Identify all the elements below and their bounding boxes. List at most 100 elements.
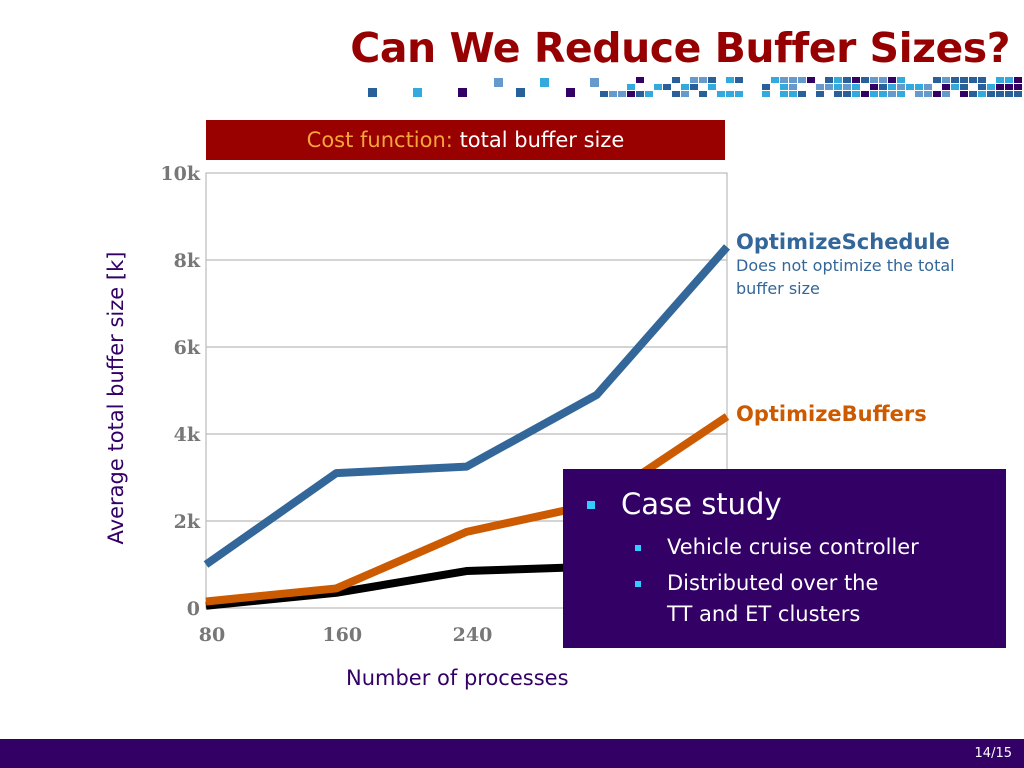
y-tick-label: 2k xyxy=(174,511,201,533)
deco-square xyxy=(870,84,878,90)
deco-square xyxy=(780,84,788,90)
case-item-1: Vehicle cruise controller xyxy=(667,535,919,559)
x-tick-label: 80 xyxy=(199,624,225,646)
deco-square xyxy=(1014,77,1022,83)
deco-square xyxy=(771,77,779,83)
deco-square xyxy=(933,77,941,83)
case-study-box: Case study Vehicle cruise controller Dis… xyxy=(563,469,1006,648)
x-axis-label: Number of processes xyxy=(346,666,569,690)
deco-square xyxy=(540,78,549,87)
deco-square xyxy=(590,78,599,87)
deco-square xyxy=(924,91,932,97)
deco-square xyxy=(825,77,833,83)
deco-square xyxy=(969,77,977,83)
deco-square xyxy=(1014,91,1022,97)
optimize-schedule-name: OptimizeSchedule xyxy=(736,230,950,254)
deco-square xyxy=(897,91,905,97)
deco-square xyxy=(834,84,842,90)
deco-square xyxy=(789,77,797,83)
deco-square xyxy=(566,88,575,97)
deco-square xyxy=(708,77,716,83)
x-tick-label: 160 xyxy=(322,624,362,646)
deco-square xyxy=(618,91,626,97)
deco-square xyxy=(789,84,797,90)
deco-square xyxy=(969,91,977,97)
deco-square xyxy=(807,77,815,83)
deco-square xyxy=(600,91,608,97)
deco-square xyxy=(627,91,635,97)
deco-square xyxy=(951,84,959,90)
deco-square xyxy=(960,91,968,97)
y-tick-label: 6k xyxy=(174,337,201,359)
deco-square xyxy=(780,77,788,83)
deco-square xyxy=(458,88,467,97)
case-study-heading: Case study xyxy=(621,487,782,521)
deco-square xyxy=(672,77,680,83)
deco-square xyxy=(636,77,644,83)
deco-square xyxy=(816,84,824,90)
deco-square xyxy=(762,91,770,97)
deco-square xyxy=(834,77,842,83)
y-tick-label: 10k xyxy=(160,163,200,185)
optimize-buffers-label: OptimizeBuffers xyxy=(736,402,927,426)
deco-square xyxy=(798,77,806,83)
deco-square xyxy=(996,91,1004,97)
deco-square xyxy=(708,84,716,90)
deco-square xyxy=(780,91,788,97)
banner-lead: Cost function: xyxy=(306,128,453,152)
deco-square xyxy=(942,77,950,83)
deco-square xyxy=(690,84,698,90)
deco-square xyxy=(825,84,833,90)
y-tick-label: 0 xyxy=(187,598,200,620)
deco-square xyxy=(735,77,743,83)
deco-square xyxy=(978,84,986,90)
deco-square xyxy=(636,91,644,97)
deco-square xyxy=(852,77,860,83)
deco-square xyxy=(834,91,842,97)
optimize-schedule-label: OptimizeSchedule Does not optimize the t… xyxy=(736,230,966,300)
deco-square xyxy=(654,84,662,90)
deco-square xyxy=(852,84,860,90)
deco-square xyxy=(690,77,698,83)
deco-square xyxy=(699,77,707,83)
bullet-square-icon xyxy=(635,581,641,587)
optimize-schedule-note: Does not optimize the total buffer size xyxy=(736,256,955,298)
plot-frame xyxy=(205,172,728,609)
deco-square xyxy=(645,91,653,97)
deco-square xyxy=(915,91,923,97)
deco-square xyxy=(942,84,950,90)
deco-square xyxy=(762,84,770,90)
deco-square xyxy=(861,77,869,83)
banner-text: total buffer size xyxy=(452,128,625,152)
deco-square xyxy=(717,91,725,97)
deco-square xyxy=(843,84,851,90)
deco-square xyxy=(789,91,797,97)
deco-square xyxy=(861,91,869,97)
deco-square xyxy=(960,84,968,90)
deco-square xyxy=(888,84,896,90)
deco-square xyxy=(681,91,689,97)
deco-square xyxy=(996,77,1004,83)
deco-square xyxy=(413,88,422,97)
deco-square xyxy=(627,84,635,90)
deco-square xyxy=(942,91,950,97)
deco-square xyxy=(843,77,851,83)
deco-square xyxy=(735,91,743,97)
slide-title: Can We Reduce Buffer Sizes? xyxy=(350,24,1010,72)
deco-square xyxy=(726,77,734,83)
deco-square xyxy=(798,91,806,97)
y-tick-label: 8k xyxy=(174,250,201,272)
deco-square xyxy=(1014,84,1022,90)
y-tick-label: 4k xyxy=(174,424,201,446)
deco-square xyxy=(987,91,995,97)
deco-square xyxy=(681,84,689,90)
x-tick-label: 240 xyxy=(453,624,493,646)
deco-square xyxy=(996,84,1004,90)
deco-square xyxy=(663,84,671,90)
deco-square xyxy=(852,91,860,97)
footer-bar: 14/15 xyxy=(0,739,1024,768)
deco-square xyxy=(609,91,617,97)
deco-square xyxy=(870,91,878,97)
cost-function-banner: Cost function: total buffer size xyxy=(206,120,725,160)
